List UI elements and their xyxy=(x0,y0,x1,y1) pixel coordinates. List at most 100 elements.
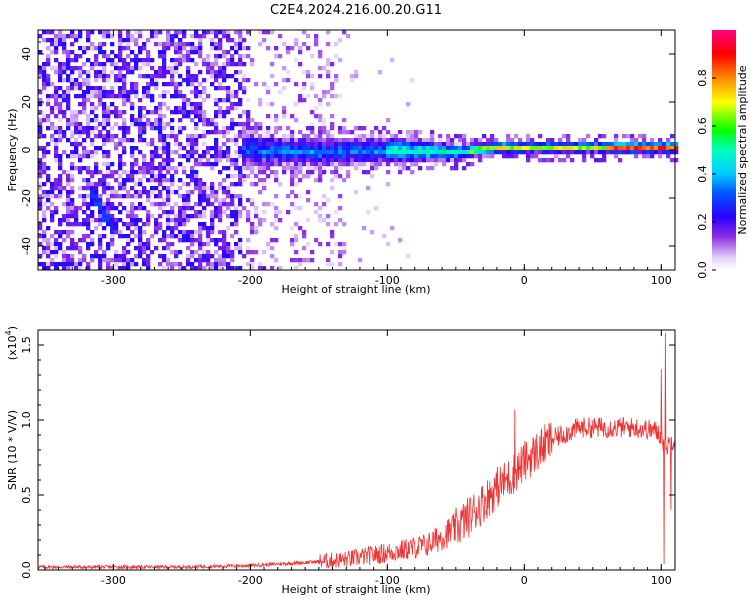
heatmap-cell xyxy=(646,150,651,155)
heatmap-cell xyxy=(446,158,451,163)
heatmap-cell xyxy=(210,262,215,267)
heatmap-cell xyxy=(410,78,415,83)
heatmap-cell xyxy=(294,154,299,159)
heatmap-cell xyxy=(222,234,227,239)
heatmap-cell xyxy=(638,150,643,155)
heatmap-cell xyxy=(310,146,315,151)
heatmap-cell xyxy=(38,206,43,211)
heatmap-cell xyxy=(70,186,75,191)
heatmap-cell xyxy=(178,130,183,135)
heatmap-cell xyxy=(98,90,103,95)
heatmap-cell xyxy=(194,158,199,163)
heatmap-cell xyxy=(190,190,195,195)
heatmap-cell xyxy=(58,178,63,183)
heatmap-cell xyxy=(234,142,239,147)
heatmap-cell xyxy=(194,50,199,55)
heatmap-cell xyxy=(42,162,47,167)
heatmap-cell xyxy=(106,170,111,175)
heatmap-cell xyxy=(94,218,99,223)
heatmap-cell xyxy=(142,190,147,195)
heatmap-cell xyxy=(102,174,107,179)
heatmap-cell xyxy=(138,130,143,135)
heatmap-cell xyxy=(138,202,143,207)
heatmap-cell xyxy=(162,42,167,47)
heatmap-cell xyxy=(198,258,203,263)
heatmap-cell xyxy=(178,46,183,51)
heatmap-cell xyxy=(110,186,115,191)
heatmap-cell xyxy=(46,194,51,199)
heatmap-cell xyxy=(406,166,411,171)
heatmap-cell xyxy=(214,194,219,199)
heatmap-cell xyxy=(330,142,335,147)
heatmap-cell xyxy=(134,206,139,211)
heatmap-cell xyxy=(78,30,83,35)
heatmap-cell xyxy=(182,198,187,203)
heatmap-cell xyxy=(434,142,439,147)
heatmap-cell xyxy=(482,150,487,155)
heatmap-cell xyxy=(138,234,143,239)
heatmap-cell xyxy=(274,158,279,163)
heatmap-cell xyxy=(138,150,143,155)
heatmap-cell xyxy=(250,230,255,235)
x-tick-label: -100 xyxy=(375,574,400,587)
spectrogram-x-label: Height of straight line (km) xyxy=(281,283,430,296)
heatmap-cell xyxy=(142,114,147,119)
heatmap-cell xyxy=(558,142,563,147)
heatmap-cell xyxy=(382,134,387,139)
heatmap-cell xyxy=(130,166,135,171)
heatmap-cell xyxy=(222,198,227,203)
heatmap-cell xyxy=(74,114,79,119)
heatmap-cell xyxy=(350,146,355,151)
heatmap-cell xyxy=(114,106,119,111)
heatmap-cell xyxy=(326,262,331,267)
heatmap-cell xyxy=(42,266,47,271)
heatmap-cell xyxy=(74,86,79,91)
heatmap-cell xyxy=(446,142,451,147)
heatmap-cell xyxy=(150,110,155,115)
heatmap-cell xyxy=(394,146,399,151)
heatmap-cell xyxy=(70,198,75,203)
heatmap-cell xyxy=(254,162,259,167)
heatmap-cell xyxy=(190,134,195,139)
heatmap-cell xyxy=(138,182,143,187)
heatmap-cell xyxy=(142,106,147,111)
heatmap-cell xyxy=(166,234,171,239)
heatmap-cell xyxy=(194,238,199,243)
heatmap-cell xyxy=(646,146,651,151)
heatmap-cell xyxy=(90,230,95,235)
heatmap-cell xyxy=(202,114,207,119)
heatmap-cell xyxy=(166,194,171,199)
heatmap-cell xyxy=(306,162,311,167)
heatmap-cell xyxy=(38,198,43,203)
heatmap-cell xyxy=(430,150,435,155)
heatmap-cell xyxy=(586,134,591,139)
heatmap-cell xyxy=(550,150,555,155)
heatmap-cell xyxy=(238,194,243,199)
heatmap-cell xyxy=(94,54,99,59)
heatmap-cell xyxy=(222,110,227,115)
heatmap-cell xyxy=(174,222,179,227)
heatmap-cell xyxy=(54,98,59,103)
heatmap-cell xyxy=(42,246,47,251)
heatmap-cell xyxy=(78,186,83,191)
heatmap-cell xyxy=(314,150,319,155)
heatmap-cell xyxy=(94,74,99,79)
heatmap-cell xyxy=(150,186,155,191)
heatmap-cell xyxy=(658,138,663,143)
heatmap-cell xyxy=(46,38,51,43)
heatmap-cell xyxy=(90,142,95,147)
heatmap-cell xyxy=(246,218,251,223)
heatmap-cell xyxy=(118,110,123,115)
heatmap-cell xyxy=(630,150,635,155)
heatmap-cell xyxy=(102,202,107,207)
heatmap-cell xyxy=(254,134,259,139)
heatmap-cell xyxy=(86,182,91,187)
heatmap-cell xyxy=(134,146,139,151)
heatmap-cell xyxy=(70,82,75,87)
heatmap-cell xyxy=(370,162,375,167)
heatmap-cell xyxy=(222,114,227,119)
heatmap-cell xyxy=(42,214,47,219)
heatmap-cell xyxy=(186,158,191,163)
heatmap-cell xyxy=(126,262,131,267)
heatmap-cell xyxy=(182,46,187,51)
